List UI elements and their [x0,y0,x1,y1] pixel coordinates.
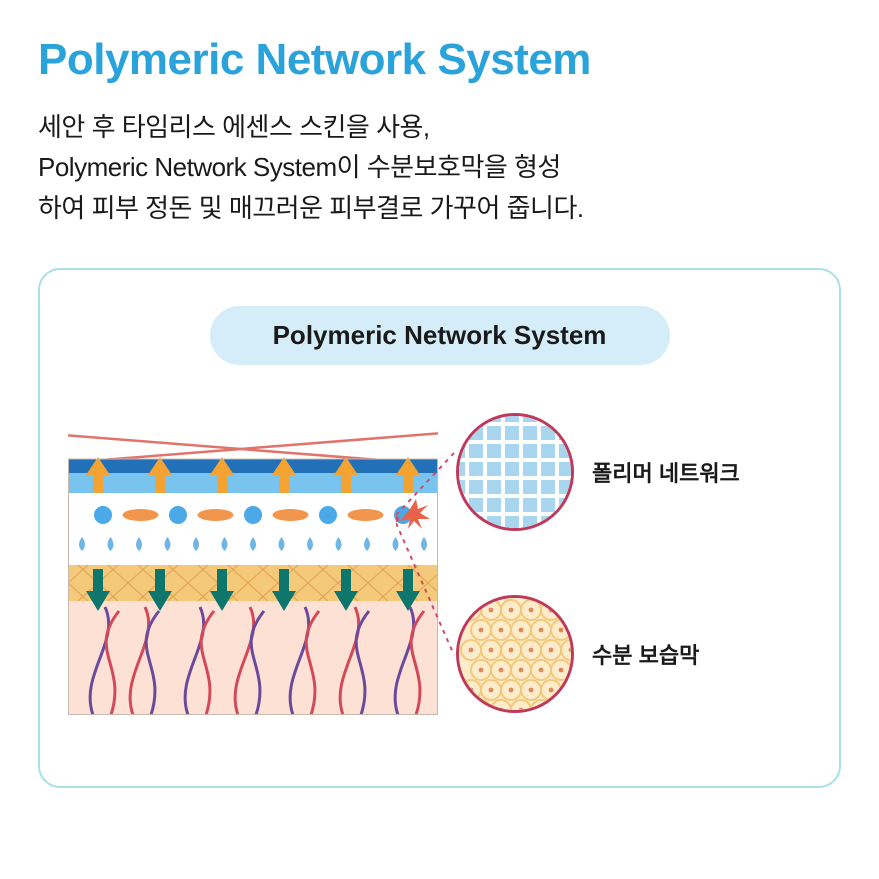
diagram-row: 폴리머 네트워크 수분 보습막 [68,405,811,725]
panel-pill-title: Polymeric Network System [210,306,670,365]
diagram-panel: Polymeric Network System 폴리머 네트워크 수분 보습막 [38,268,841,788]
skin-cross-section [68,415,438,715]
description-text: 세안 후 타임리스 에센스 스킨을 사용, Polymeric Network … [38,107,841,228]
page-title: Polymeric Network System [38,35,841,85]
callout-polymer: 폴리머 네트워크 [456,413,740,531]
callout-moisture-label: 수분 보습막 [592,638,699,670]
moisture-layer-icon [456,595,574,713]
callout-polymer-label: 폴리머 네트워크 [592,456,740,488]
callouts-container: 폴리머 네트워크 수분 보습막 [438,405,793,725]
polymer-network-icon [456,413,574,531]
callout-moisture: 수분 보습막 [456,595,699,713]
